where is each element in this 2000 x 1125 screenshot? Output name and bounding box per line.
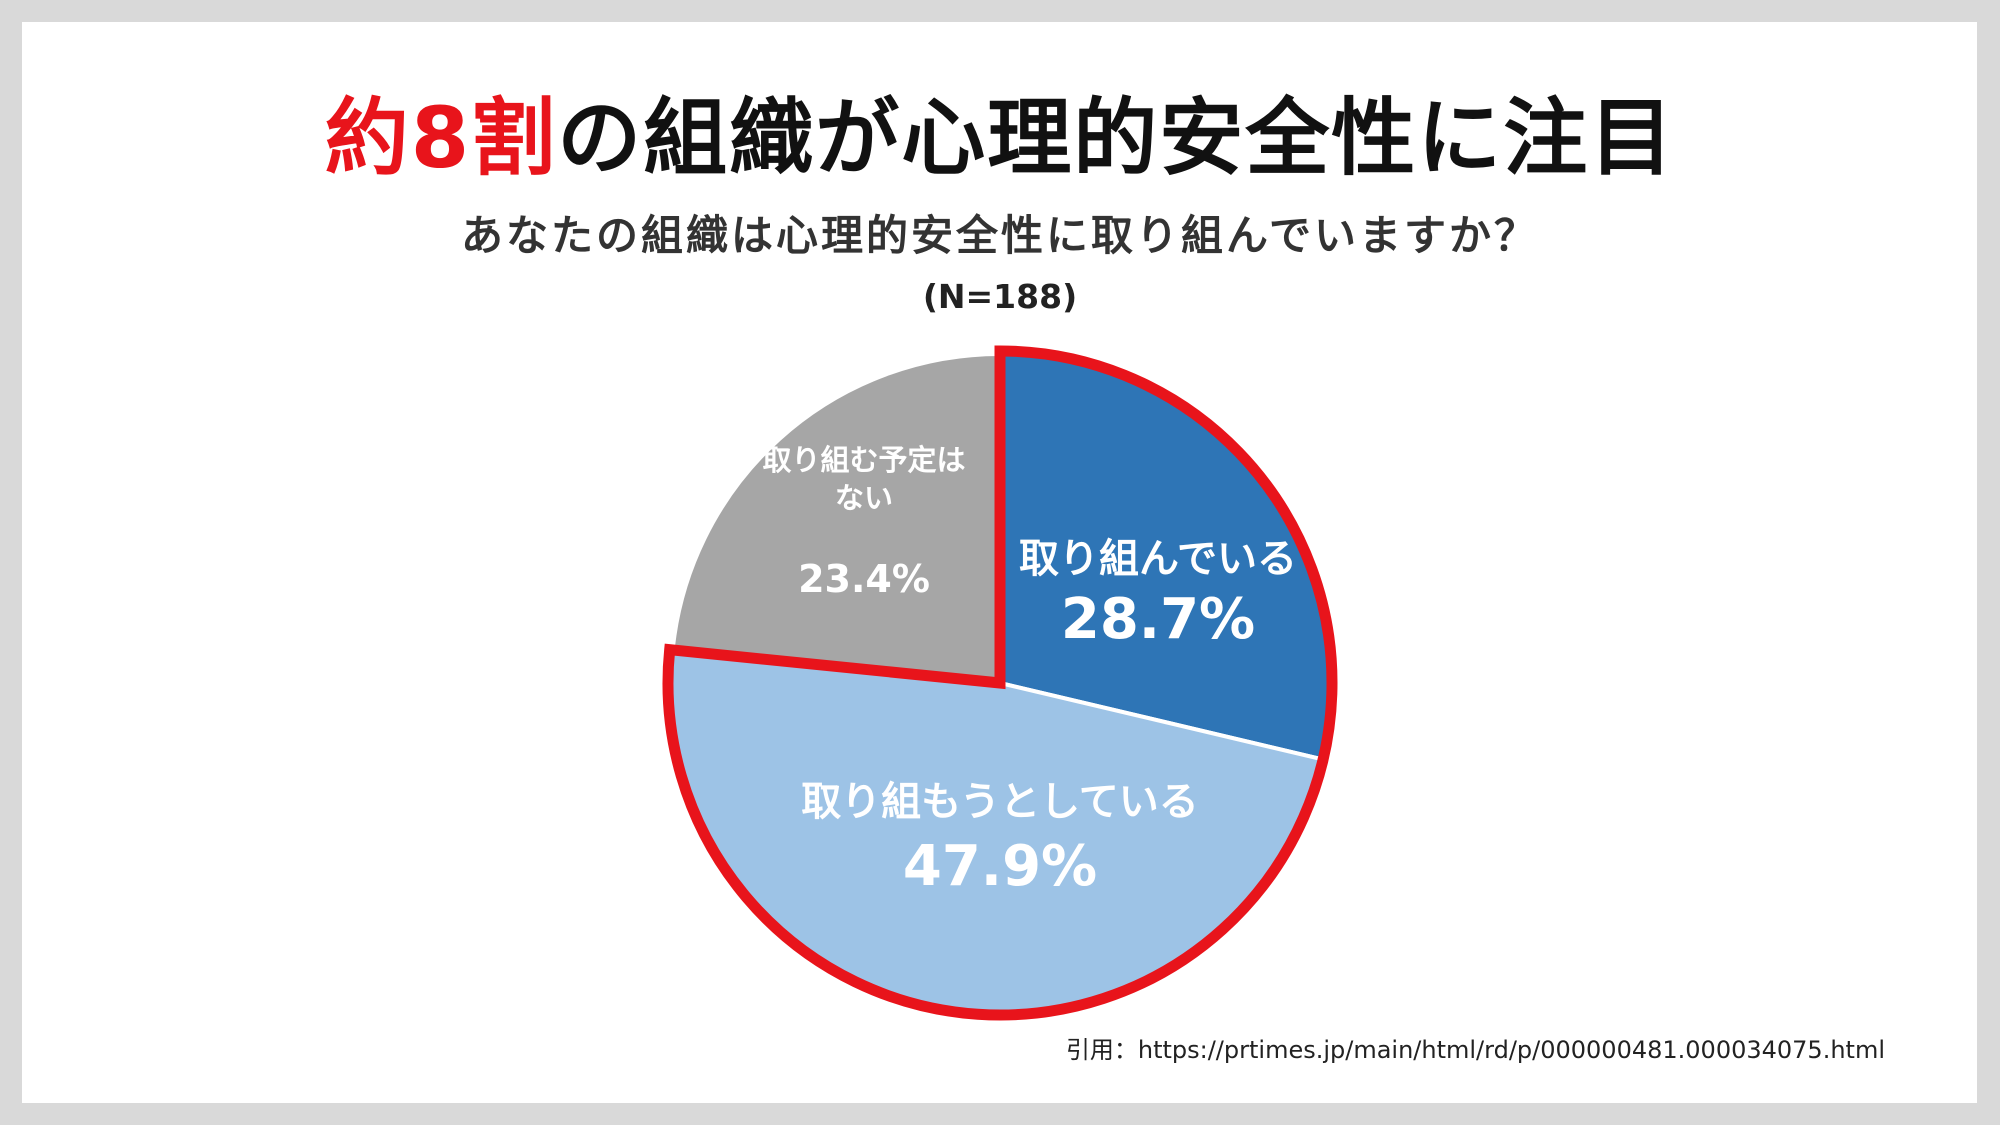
slice-label-2: 取り組もうとしている [801,779,1199,825]
slice-label-3-line-2: ない [835,481,893,515]
slice-label-3-line-1: 取り組む予定は [762,443,965,477]
source-citation: 引用：https://prtimes.jp/main/html/rd/p/000… [1065,1036,1885,1064]
slice-value-1: 28.7% [1061,587,1255,652]
title-text: の組織が心理的安全性に注目 [557,89,1676,187]
title-accent: 約8割 [324,89,558,187]
highlight-outline [662,345,1338,1021]
pie-slice-3 [670,352,1002,685]
page-title: 約8割の組織が心理的安全性に注目 [0,88,2000,188]
sample-size-label: (N=188) [922,277,1078,316]
chart-subtitle: あなたの組織は心理的安全性に取り組んでいますか？ [461,211,1539,260]
slice-value-2: 47.9% [903,834,1097,899]
slice-label-1: 取り組んでいる [1019,536,1297,582]
slice-value-3: 23.4% [798,557,930,601]
